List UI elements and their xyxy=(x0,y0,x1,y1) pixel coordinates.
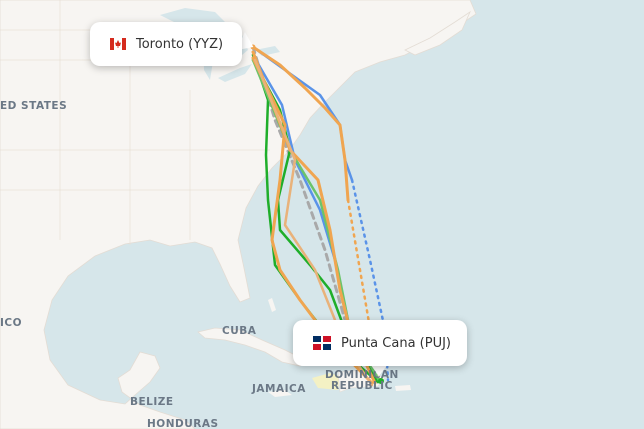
bahamas-land xyxy=(268,298,276,312)
jamaica-land xyxy=(268,390,292,397)
destination-label: Punta Cana (PUJ) xyxy=(341,335,451,351)
label-united-states: ED STATES xyxy=(0,100,67,112)
punta-cana-callout-pointer xyxy=(370,364,388,376)
destination-callout[interactable]: Punta Cana (PUJ) xyxy=(293,320,467,366)
label-dominican-republic-2: REPUBLIC xyxy=(331,380,393,392)
nova-scotia-land xyxy=(404,10,471,56)
dominican-republic-flag-icon xyxy=(313,336,331,350)
north-america-land xyxy=(0,0,477,429)
lake-superior xyxy=(160,8,225,25)
origin-callout[interactable]: Toronto (YYZ) xyxy=(90,22,242,66)
cuba-land xyxy=(197,327,306,367)
label-jamaica: JAMAICA xyxy=(251,383,306,395)
puerto-rico-land xyxy=(395,385,411,391)
toronto-marker[interactable] xyxy=(250,44,256,50)
label-mexico: ICO xyxy=(0,317,22,329)
haiti-land xyxy=(312,373,340,390)
route-blue-dotted-1[interactable] xyxy=(350,178,390,382)
punta-cana-marker[interactable] xyxy=(378,378,384,384)
label-belize: BELIZE xyxy=(130,396,174,408)
origin-label: Toronto (YYZ) xyxy=(136,36,224,52)
lake-erie xyxy=(218,64,252,82)
canada-flag-icon xyxy=(110,38,126,50)
label-cuba: CUBA xyxy=(222,325,257,337)
route-orange-1[interactable] xyxy=(251,45,350,202)
label-honduras: HONDURAS xyxy=(147,418,219,429)
